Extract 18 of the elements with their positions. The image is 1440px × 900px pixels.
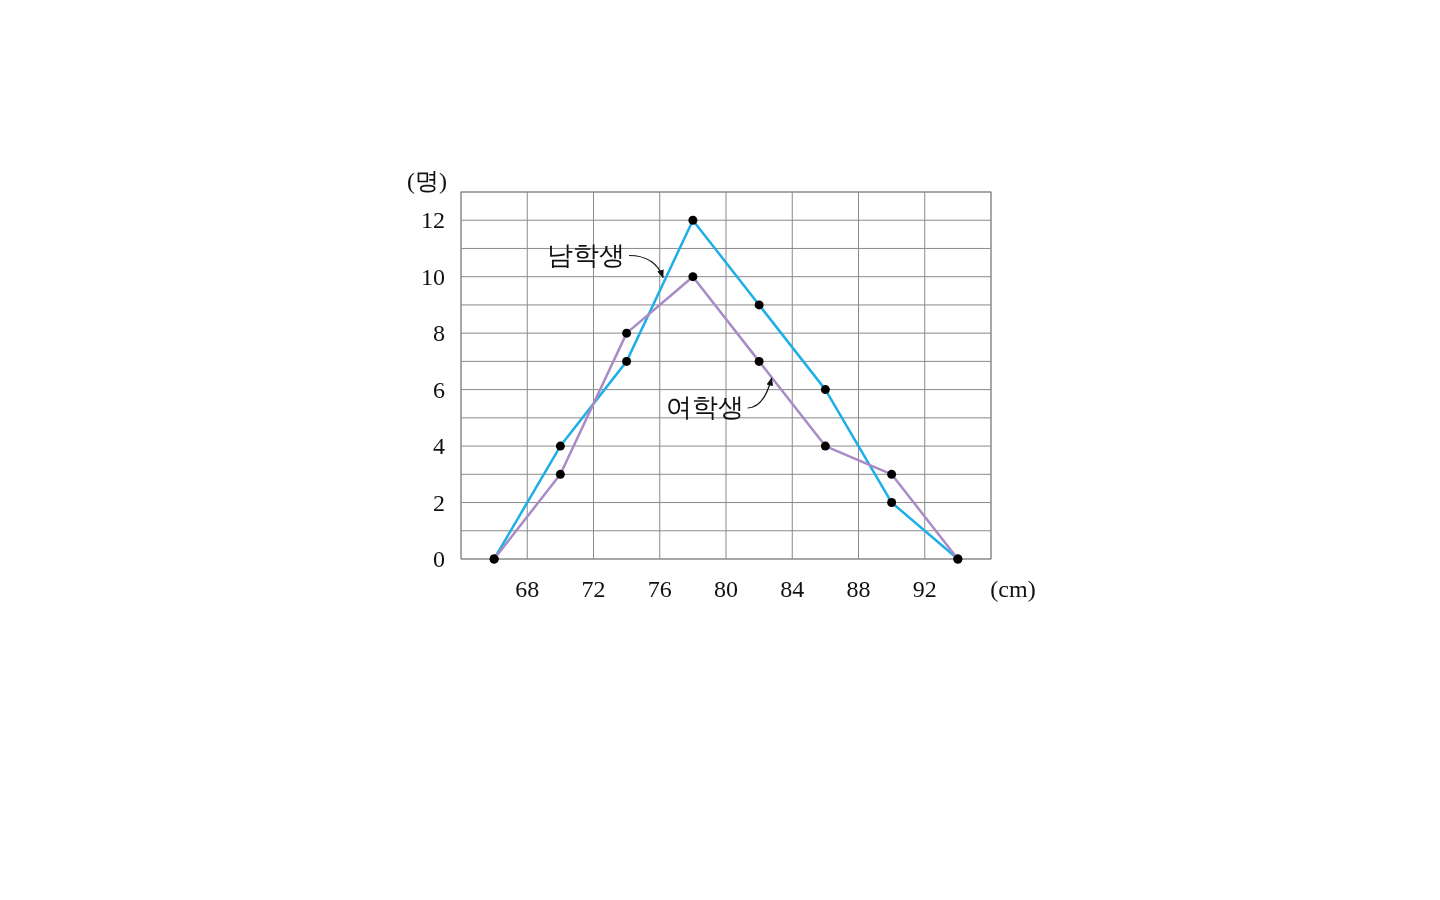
x-axis-title: (cm)	[990, 576, 1036, 602]
y-tick-label: 0	[433, 546, 445, 572]
y-tick-label: 4	[433, 433, 445, 460]
y-tick-label: 10	[421, 263, 445, 290]
x-tick-label: 80	[714, 576, 738, 602]
series-label: 남학생	[547, 240, 626, 270]
y-tick-label: 2	[433, 489, 445, 516]
y-tick-label: 8	[433, 320, 445, 347]
y-tick-label: 12	[421, 207, 445, 234]
series-label: 여학생	[665, 393, 744, 423]
x-tick-label: 76	[647, 576, 672, 602]
y-axis-title: (명)	[407, 168, 447, 194]
x-tick-label: 92	[912, 576, 937, 602]
x-tick-label: 68	[515, 576, 540, 602]
x-tick-label: 88	[846, 576, 871, 602]
x-tick-label: 84	[780, 576, 805, 602]
y-tick-label: 6	[433, 376, 445, 403]
x-tick-label: 72	[581, 576, 606, 602]
